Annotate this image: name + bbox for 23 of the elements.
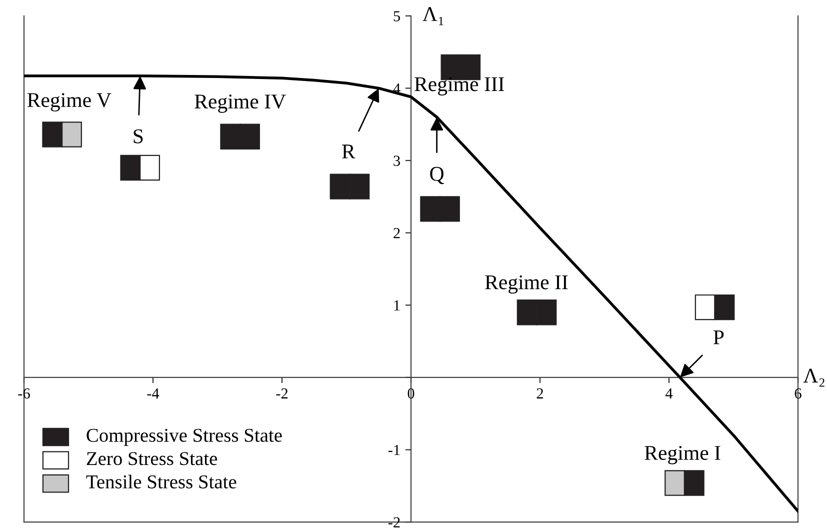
y-tick-label: 3 bbox=[394, 156, 400, 166]
x-axis-title: Λ₂ bbox=[803, 368, 824, 387]
annotation: Compressive Stress State bbox=[86, 428, 282, 446]
y-tick-label: 5 bbox=[394, 11, 400, 22]
annotation: Regime V bbox=[27, 93, 112, 112]
y-tick-label: -1 bbox=[388, 444, 400, 456]
x-tick-label: -4 bbox=[147, 388, 160, 398]
annotation: Q bbox=[430, 166, 444, 184]
y-tick-label: 2 bbox=[394, 228, 400, 238]
annotation: Regime IV bbox=[194, 94, 286, 113]
y-tick-label: 1 bbox=[394, 300, 400, 310]
x-tick-label: 2 bbox=[536, 388, 543, 398]
annotation: Regime I bbox=[644, 446, 720, 464]
annotation: Regime III bbox=[414, 77, 504, 96]
x-tick-label: -2 bbox=[276, 388, 288, 398]
annotation: P bbox=[713, 330, 724, 344]
y-axis-title: Λ₁ bbox=[422, 7, 444, 26]
annotation: R bbox=[342, 144, 356, 158]
x-tick-label: 4 bbox=[665, 388, 673, 398]
annotation: Tensile Stress State bbox=[86, 474, 236, 488]
annotation: Regime II bbox=[485, 275, 568, 294]
annotation: S bbox=[134, 129, 143, 144]
annotation: Zero Stress State bbox=[86, 452, 218, 466]
